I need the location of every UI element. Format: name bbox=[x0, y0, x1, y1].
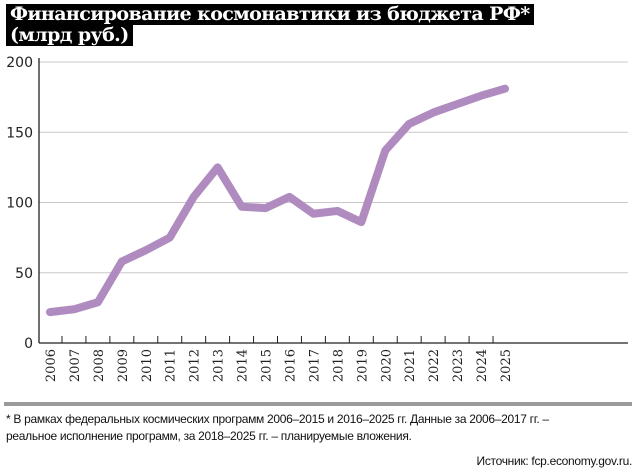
x-tick-label: 2014 bbox=[236, 349, 251, 382]
x-tick-label: 2009 bbox=[116, 349, 131, 382]
x-tick-label: 2023 bbox=[451, 349, 466, 382]
x-tick-label: 2021 bbox=[403, 349, 418, 382]
footnote-line: * В рамках федеральных космических прогр… bbox=[6, 412, 549, 426]
line-chart: 0 50 100 150 200 2006 2007 2008 2009 2010 2011 2012… bbox=[6, 55, 628, 382]
y-tick-label: 100 bbox=[6, 196, 33, 212]
chart-title: Финансирование космонавтики из бюджета Р… bbox=[6, 4, 534, 46]
divider bbox=[4, 402, 632, 406]
x-tick-label: 2012 bbox=[188, 349, 203, 382]
footnote-line: реальное исполнение программ, за 2018–20… bbox=[6, 429, 412, 443]
series-line bbox=[46, 84, 509, 317]
x-tick-label: 2011 bbox=[164, 349, 179, 382]
x-tick-label: 2018 bbox=[331, 349, 346, 382]
y-tick-label: 200 bbox=[6, 55, 33, 71]
subtitle-line: (млрд руб.) bbox=[6, 25, 133, 46]
x-tick-label: 2007 bbox=[68, 349, 83, 382]
y-tick-label: 50 bbox=[15, 266, 33, 282]
y-tick-label: 150 bbox=[6, 125, 33, 141]
x-tick-label: 2006 bbox=[44, 349, 59, 382]
x-tick-label: 2015 bbox=[260, 349, 275, 382]
x-tick-label: 2022 bbox=[427, 349, 442, 382]
x-tick-label: 2013 bbox=[212, 349, 227, 382]
source: Источник: fcp.economy.gov.ru. bbox=[476, 454, 633, 468]
title-line: Финансирование космонавтики из бюджета Р… bbox=[6, 4, 534, 25]
footnote: * В рамках федеральных космических прогр… bbox=[6, 411, 549, 445]
x-tick-label: 2020 bbox=[379, 349, 394, 382]
x-tick-label: 2019 bbox=[355, 349, 370, 382]
x-tick-label: 2025 bbox=[499, 349, 514, 382]
x-tick-label: 2017 bbox=[307, 349, 322, 382]
x-tick-label: 2010 bbox=[140, 349, 155, 382]
x-tick-label: 2024 bbox=[475, 349, 490, 382]
x-tick-label: 2016 bbox=[283, 349, 298, 382]
x-tick-label: 2008 bbox=[92, 349, 107, 382]
y-tick-label: 0 bbox=[24, 336, 33, 352]
